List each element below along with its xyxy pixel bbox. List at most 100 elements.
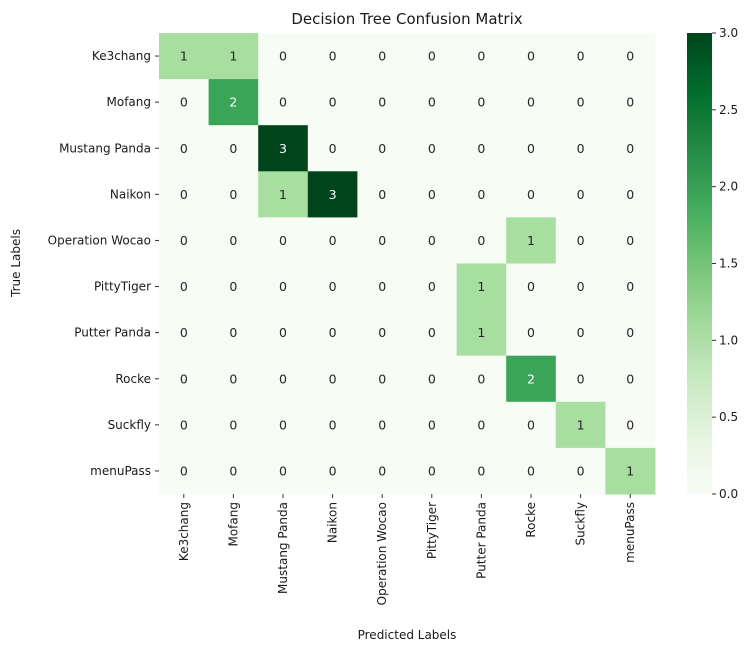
heatmap-cell (555, 125, 606, 172)
heatmap-cell (605, 79, 656, 126)
cell-value-label: 0 (329, 49, 337, 64)
cell-value-label: 3 (279, 141, 287, 156)
heatmap-cell (208, 447, 259, 495)
cell-value-label: 0 (527, 279, 535, 294)
cell-value-label: 0 (229, 187, 237, 202)
heatmap-cell (605, 355, 656, 403)
y-tick-labels: Ke3chang Mofang Mustang Panda Naikon Operati… (48, 49, 159, 478)
heatmap-cell (456, 263, 507, 311)
heatmap-cell (456, 355, 507, 403)
cell-value-label: 0 (626, 417, 634, 432)
colorbar-tick-label: 1.5 (719, 257, 738, 271)
heatmap-cell (208, 125, 259, 172)
heatmap-cell (159, 217, 210, 264)
cell-value-label: 0 (329, 233, 337, 248)
cell-value-label: 0 (477, 417, 485, 432)
heatmap-cell (506, 401, 557, 449)
x-tick-labels: Ke3chang Mofang Mustang Panda Naikon Operati… (177, 494, 637, 605)
cell-value-label: 0 (477, 95, 485, 110)
x-axis-label: Predicted Labels (358, 628, 457, 642)
heatmap-cell (555, 217, 606, 264)
cell-value-label: 0 (279, 279, 287, 294)
cell-value-label: 0 (428, 371, 436, 386)
cell-value-label: 0 (180, 417, 188, 432)
cell-value-label: 0 (477, 371, 485, 386)
y-tick-label: Ke3chang (92, 49, 151, 63)
cell-value-label: 0 (527, 141, 535, 156)
cell-value-label: 0 (180, 141, 188, 156)
heatmap-cell (159, 79, 210, 126)
cell-values: 1 1 0 0 0 0 0 0 0 0 0 2 0 0 0 0 0 0 0 0 0 0 3 0 0 0 0 0 0 0 0 0 1 3 0 0 0 0 0 0… (180, 49, 634, 479)
cell-value-label: 0 (577, 325, 585, 340)
heatmap-cell (357, 447, 408, 495)
cell-value-label: 0 (577, 233, 585, 248)
heatmap-cell (307, 33, 358, 80)
heatmap-cell (555, 33, 606, 80)
heatmap-cell (605, 171, 656, 218)
heatmap-cell (258, 79, 309, 126)
y-tick-label: Putter Panda (74, 326, 151, 340)
cell-value-label: 1 (477, 325, 485, 340)
cell-value-label: 0 (527, 95, 535, 110)
cell-value-label: 0 (229, 325, 237, 340)
heatmap-cell (407, 33, 458, 80)
heatmap-cell (506, 79, 557, 126)
heatmap-cell (605, 33, 656, 80)
cell-value-label: 0 (626, 187, 634, 202)
cell-value-label: 0 (626, 279, 634, 294)
heatmap-cell (208, 217, 259, 264)
cell-value-label: 0 (329, 325, 337, 340)
heatmap-cell (159, 401, 210, 449)
heatmap-cell (407, 171, 458, 218)
cell-value-label: 0 (279, 463, 287, 478)
heatmap-cell (208, 309, 259, 357)
cell-value-label: 0 (626, 141, 634, 156)
heatmap-cell (357, 79, 408, 126)
heatmap-cell (307, 263, 358, 311)
heatmap-cell (357, 125, 408, 172)
y-tick-label: Suckfly (108, 418, 151, 432)
heatmap-cell (307, 125, 358, 172)
cell-value-label: 0 (180, 233, 188, 248)
x-tick-label: Mofang (226, 502, 240, 547)
heatmap-cell (258, 33, 309, 80)
cell-value-label: 0 (378, 187, 386, 202)
heatmap-cell (456, 447, 507, 495)
x-tick-label: Suckfly (574, 502, 588, 545)
heatmap-cell (506, 171, 557, 218)
cell-value-label: 0 (428, 463, 436, 478)
cell-value-label: 0 (527, 187, 535, 202)
heatmap-cell (307, 401, 358, 449)
heatmap-cell (159, 263, 210, 311)
heatmap-cell (307, 355, 358, 403)
cell-value-label: 0 (626, 233, 634, 248)
heatmap-cell (258, 447, 309, 495)
cell-value-label: 0 (329, 95, 337, 110)
heatmap-cell (506, 33, 557, 80)
cell-value-label: 0 (577, 95, 585, 110)
heatmap-cell (159, 309, 210, 357)
y-tick-label: Naikon (110, 187, 151, 201)
heatmap-cell (407, 263, 458, 311)
colorbar-tick-label: 3.0 (719, 26, 738, 40)
heatmap-cell (307, 171, 358, 218)
heatmap-cell (555, 447, 606, 495)
x-tick-label: Putter Panda (474, 502, 488, 579)
heatmap-cell (506, 447, 557, 495)
heatmap-cell (159, 447, 210, 495)
heatmap-cells (159, 33, 656, 495)
cell-value-label: 1 (577, 417, 585, 432)
heatmap-cell (555, 355, 606, 403)
cell-value-label: 0 (527, 463, 535, 478)
colorbar-ticks: 0.0 0.5 1.0 1.5 2.0 2.5 3.0 (712, 26, 738, 501)
heatmap-cell (258, 309, 309, 357)
cell-value-label: 0 (626, 95, 634, 110)
cell-value-label: 0 (378, 279, 386, 294)
heatmap-cell (555, 79, 606, 126)
cell-value-label: 0 (577, 141, 585, 156)
cell-value-label: 3 (329, 187, 337, 202)
cell-value-label: 0 (279, 371, 287, 386)
cell-value-label: 0 (378, 95, 386, 110)
y-tick-label: PittyTiger (94, 280, 151, 294)
